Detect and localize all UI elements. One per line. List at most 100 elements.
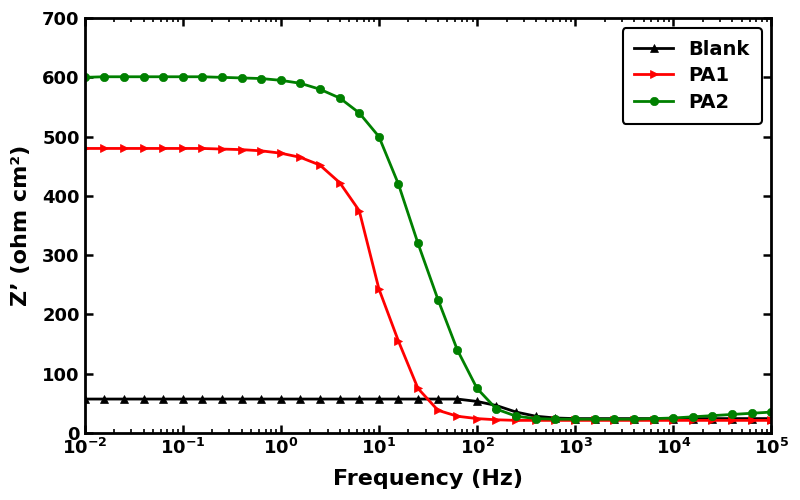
PA2	[374, 134, 384, 140]
PA2	[433, 296, 442, 302]
Blank	[708, 416, 718, 422]
PA1	[550, 418, 560, 424]
Blank	[550, 415, 560, 421]
Blank	[237, 396, 246, 402]
Blank	[354, 396, 364, 402]
PA2	[99, 74, 109, 80]
PA2	[198, 74, 207, 80]
Blank	[335, 396, 345, 402]
PA1	[139, 146, 149, 152]
PA2	[590, 416, 599, 422]
Blank	[433, 396, 442, 402]
PA1	[453, 413, 462, 419]
PA1	[492, 417, 502, 423]
PA2	[119, 74, 129, 80]
PA2	[688, 414, 698, 420]
Blank	[453, 396, 462, 402]
PA1	[688, 418, 698, 424]
Blank	[256, 396, 266, 402]
PA2	[354, 110, 364, 116]
PA1	[669, 418, 678, 424]
PA1	[766, 418, 776, 424]
PA2	[610, 416, 619, 422]
Blank	[99, 396, 109, 402]
Line: PA1: PA1	[81, 144, 775, 424]
Blank	[669, 416, 678, 422]
PA2	[256, 76, 266, 82]
PA1	[178, 146, 187, 152]
PA2	[511, 413, 521, 419]
PA1	[649, 418, 658, 424]
PA1	[570, 418, 580, 424]
PA1	[198, 146, 207, 152]
Blank	[590, 416, 599, 422]
PA2	[747, 410, 757, 416]
PA2	[139, 74, 149, 80]
Blank	[158, 396, 168, 402]
PA1	[354, 208, 364, 214]
Blank	[276, 396, 286, 402]
PA2	[531, 416, 541, 422]
PA2	[766, 409, 776, 415]
PA1	[472, 416, 482, 422]
Blank	[198, 396, 207, 402]
Blank	[688, 416, 698, 422]
PA2	[80, 74, 90, 80]
Blank	[374, 396, 384, 402]
Blank	[119, 396, 129, 402]
PA1	[511, 418, 521, 424]
Blank	[649, 416, 658, 422]
PA2	[550, 416, 560, 422]
PA2	[727, 412, 737, 418]
Blank	[394, 396, 403, 402]
PA1	[374, 286, 384, 292]
X-axis label: Frequency (Hz): Frequency (Hz)	[333, 469, 523, 489]
PA2	[178, 74, 187, 80]
PA1	[315, 162, 325, 168]
Blank	[727, 416, 737, 422]
PA2	[708, 412, 718, 418]
PA1	[217, 146, 226, 152]
PA2	[394, 181, 403, 187]
PA1	[413, 386, 422, 392]
Blank	[570, 416, 580, 422]
PA1	[276, 150, 286, 156]
PA2	[315, 86, 325, 92]
PA2	[413, 240, 422, 246]
PA1	[708, 418, 718, 424]
Blank	[315, 396, 325, 402]
Blank	[511, 409, 521, 415]
Blank	[413, 396, 422, 402]
PA1	[256, 148, 266, 154]
Blank	[492, 402, 502, 408]
Line: Blank: Blank	[81, 395, 775, 423]
PA1	[590, 418, 599, 424]
PA2	[217, 74, 226, 80]
PA1	[747, 418, 757, 424]
Blank	[178, 396, 187, 402]
PA1	[119, 146, 129, 152]
Line: PA2: PA2	[81, 72, 775, 424]
Blank	[531, 413, 541, 419]
Blank	[295, 396, 305, 402]
PA1	[99, 146, 109, 152]
PA1	[394, 338, 403, 344]
PA2	[629, 416, 638, 422]
PA2	[669, 415, 678, 421]
PA2	[158, 74, 168, 80]
Blank	[80, 396, 90, 402]
PA2	[472, 386, 482, 392]
Y-axis label: Z’ (ohm cm²): Z’ (ohm cm²)	[11, 145, 31, 306]
PA2	[295, 80, 305, 86]
PA1	[531, 418, 541, 424]
PA1	[237, 146, 246, 152]
PA2	[492, 406, 502, 412]
PA1	[295, 154, 305, 160]
PA1	[629, 418, 638, 424]
PA2	[649, 416, 658, 422]
Legend: Blank, PA1, PA2: Blank, PA1, PA2	[622, 28, 762, 124]
PA1	[610, 418, 619, 424]
Blank	[139, 396, 149, 402]
PA2	[570, 416, 580, 422]
PA1	[433, 408, 442, 414]
